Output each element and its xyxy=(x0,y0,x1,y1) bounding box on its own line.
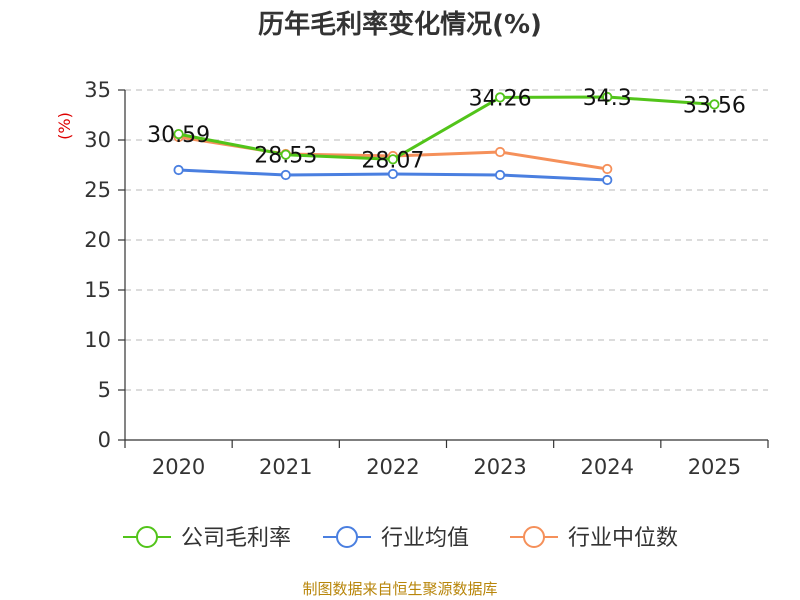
y-tick-label: 20 xyxy=(84,228,111,252)
grid-lines xyxy=(125,89,768,391)
y-tick-label: 35 xyxy=(84,78,111,102)
series-0: 30.59 28.53 28.07 34.26 34.3 33.56 xyxy=(147,86,746,173)
x-tick-label: 2024 xyxy=(581,455,634,479)
y-tick-label: 5 xyxy=(98,378,111,402)
data-point xyxy=(602,91,613,103)
data-point xyxy=(173,164,184,176)
data-label: 30.59 xyxy=(147,123,210,148)
legend-item: 行业均值 xyxy=(323,526,469,551)
data-point xyxy=(494,92,506,103)
legend-marker xyxy=(136,526,158,548)
data-label: 34.3 xyxy=(583,86,632,111)
legend-item: 公司毛利率 xyxy=(123,526,291,551)
data-point xyxy=(173,129,184,140)
data-point xyxy=(709,99,720,110)
y-axis-label: (%) xyxy=(55,112,74,140)
data-point xyxy=(280,169,291,181)
data-point xyxy=(494,169,506,181)
data-point xyxy=(602,174,613,186)
x-tick-label: 2023 xyxy=(473,455,526,479)
x-tick-label: 2025 xyxy=(688,455,741,479)
source-footer: 制图数据来自恒生聚源数据库 xyxy=(302,580,498,598)
data-point xyxy=(602,163,613,175)
y-tick-label: 25 xyxy=(84,178,111,202)
legend-label: 行业中位数 xyxy=(568,526,678,551)
data-label: 28.53 xyxy=(254,144,317,169)
legend-marker xyxy=(523,526,545,548)
y-tick-label: 10 xyxy=(84,328,111,352)
legend-label: 公司毛利率 xyxy=(181,526,291,551)
chart-title: 历年毛利率变化情况(%) xyxy=(258,10,542,40)
series-1 xyxy=(173,164,613,186)
series-group: 30.59 28.53 28.07 34.26 34.3 33.56 xyxy=(147,86,746,186)
y-tick-label: 0 xyxy=(98,428,111,452)
data-point xyxy=(280,149,291,160)
legend-item: 行业中位数 xyxy=(510,526,678,551)
x-tick-label: 2021 xyxy=(259,455,312,479)
legend-marker xyxy=(336,526,358,548)
y-tick-label: 30 xyxy=(84,128,111,152)
y-tick-label: 15 xyxy=(84,278,111,302)
data-point xyxy=(494,146,506,158)
x-tick-label: 2022 xyxy=(366,455,419,479)
data-point xyxy=(387,168,399,180)
legend: 公司毛利率 行业均值 行业中位数 xyxy=(123,526,678,551)
data-label: 33.56 xyxy=(683,93,746,118)
data-label: 34.26 xyxy=(469,86,532,111)
data-label: 28.07 xyxy=(361,148,424,173)
y-axis-ticks: 0 5 10 15 20 25 30 35 xyxy=(84,78,125,452)
x-axis-ticks: 2020 2021 2022 2023 2024 2025 xyxy=(124,440,769,479)
data-point xyxy=(387,154,399,165)
x-tick-label: 2020 xyxy=(152,455,205,479)
series-line xyxy=(178,95,715,161)
legend-label: 行业均值 xyxy=(381,526,469,551)
